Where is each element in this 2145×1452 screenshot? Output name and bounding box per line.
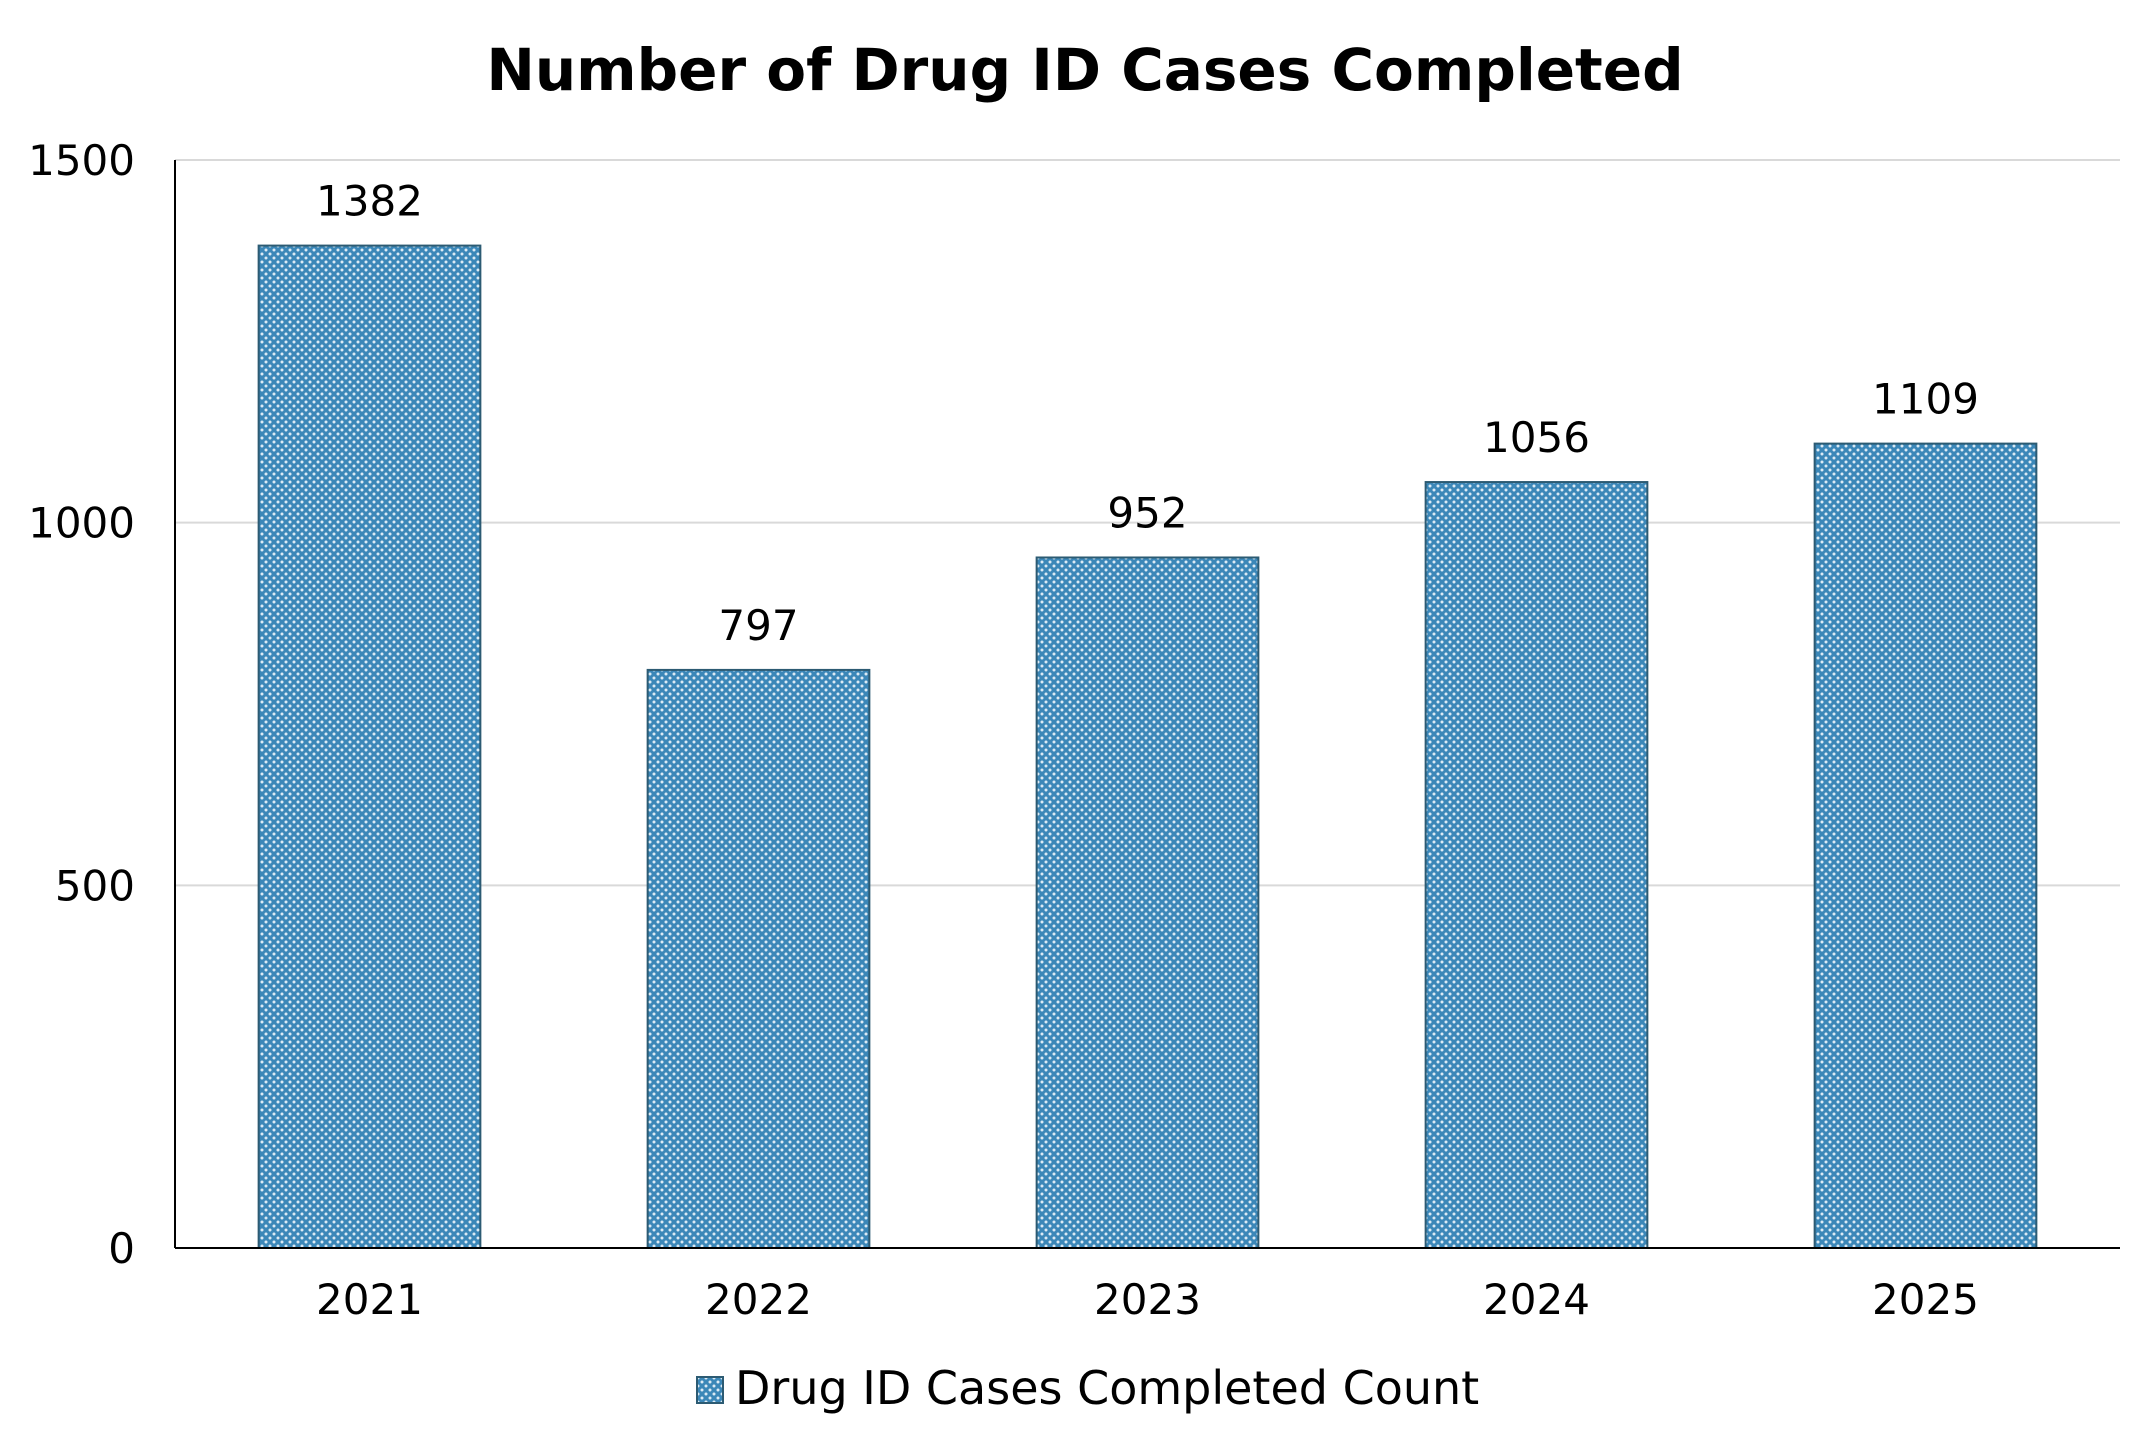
data-label-2021: 1382: [316, 177, 423, 226]
bar-2021: [257, 244, 482, 1249]
data-labels: 1382 797 952 1056 1109: [316, 177, 1979, 650]
data-label-2025: 1109: [1872, 375, 1979, 424]
data-label-2022: 797: [718, 601, 798, 650]
y-axis-ticks: 0 500 1000 1500: [28, 136, 135, 1273]
legend: Drug ID Cases Completed Count: [696, 1361, 1479, 1415]
bar-2024: [1424, 481, 1649, 1250]
data-label-2024: 1056: [1483, 413, 1590, 462]
x-tick-label-2024: 2024: [1483, 1275, 1590, 1324]
bar-2022: [646, 668, 871, 1249]
bar-2025: [1813, 442, 2038, 1249]
y-tick-label-500: 500: [55, 861, 135, 910]
bar-2023: [1035, 556, 1260, 1249]
chart-title: Number of Drug ID Cases Completed: [486, 36, 1683, 104]
legend-label: Drug ID Cases Completed Count: [735, 1361, 1479, 1415]
data-label-2023: 952: [1107, 488, 1187, 537]
bars: [257, 244, 2038, 1250]
x-tick-label-2022: 2022: [705, 1275, 812, 1324]
x-tick-label-2025: 2025: [1872, 1275, 1979, 1324]
y-tick-label-0: 0: [108, 1224, 135, 1273]
x-tick-label-2021: 2021: [316, 1275, 423, 1324]
axes: [174, 160, 2120, 1249]
x-tick-label-2023: 2023: [1094, 1275, 1201, 1324]
legend-swatch: [696, 1376, 724, 1404]
y-tick-label-1000: 1000: [28, 499, 135, 548]
x-axis-ticks: 2021 2022 2023 2024 2025: [316, 1275, 1979, 1324]
y-tick-label-1500: 1500: [28, 136, 135, 185]
